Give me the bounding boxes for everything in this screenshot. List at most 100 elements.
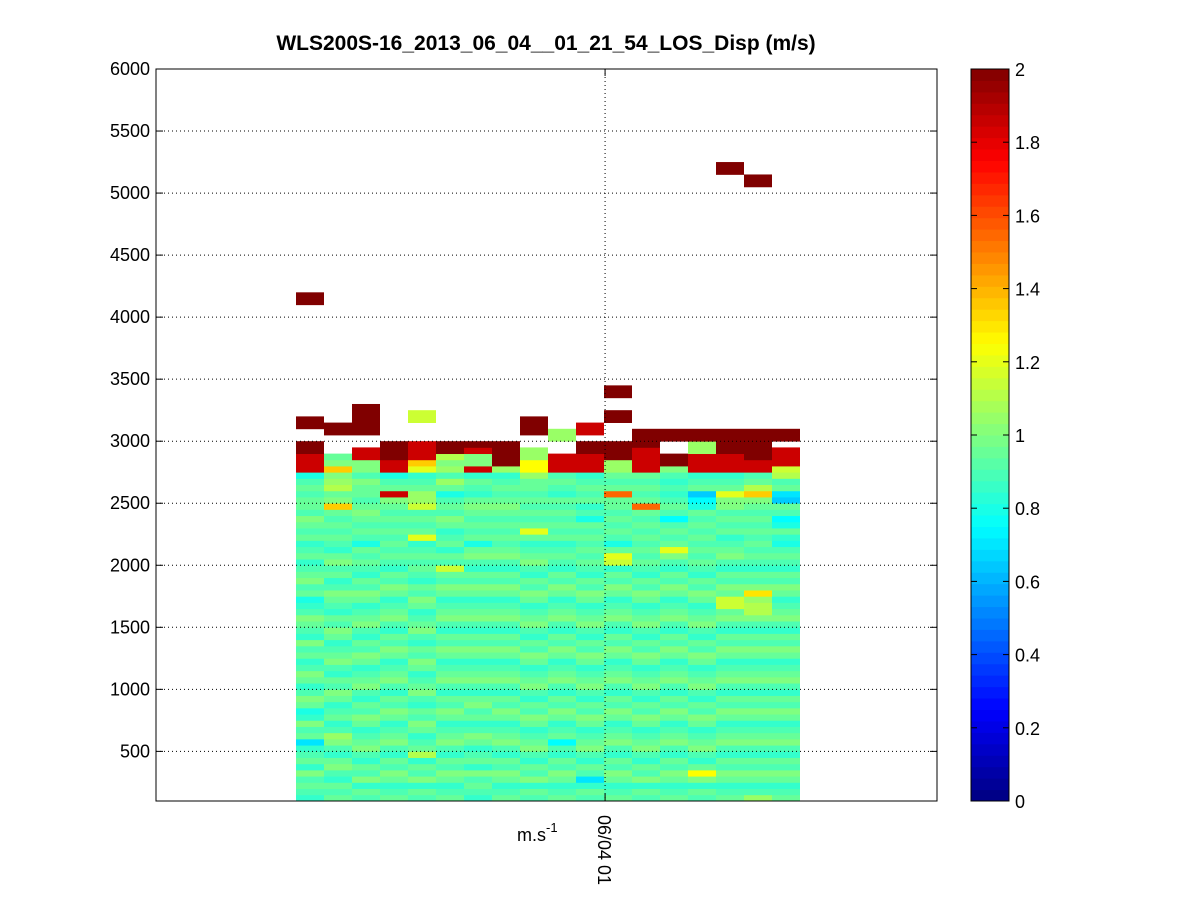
heatmap-cell bbox=[660, 484, 688, 492]
heatmap-cell bbox=[604, 720, 632, 727]
y-tick-label: 4500 bbox=[110, 245, 150, 265]
heatmap-cell bbox=[436, 453, 464, 461]
heatmap-cell bbox=[464, 794, 492, 802]
heatmap-cell bbox=[604, 596, 632, 603]
heatmap-cell bbox=[716, 769, 744, 777]
heatmap-cell bbox=[548, 714, 576, 721]
heatmap-cell bbox=[744, 540, 772, 548]
heatmap-cell bbox=[492, 670, 520, 678]
heatmap-cell bbox=[492, 565, 520, 572]
heatmap-cell bbox=[352, 490, 380, 498]
heatmap-cell bbox=[408, 540, 436, 548]
heatmap-cell bbox=[632, 701, 660, 709]
heatmap-cell bbox=[744, 583, 772, 591]
heatmap-cell bbox=[576, 540, 604, 548]
heatmap-cell bbox=[744, 645, 772, 653]
heatmap-cell bbox=[464, 590, 492, 597]
heatmap-cell bbox=[604, 714, 632, 721]
heatmap-cell bbox=[464, 559, 492, 566]
heatmap-cell bbox=[464, 614, 492, 622]
heatmap-cell bbox=[772, 645, 800, 653]
heatmap-cell bbox=[436, 614, 464, 622]
heatmap-cell bbox=[744, 707, 772, 715]
heatmap-cell bbox=[436, 627, 464, 634]
heatmap-cell bbox=[744, 552, 772, 560]
heatmap-cell bbox=[604, 726, 632, 734]
heatmap-cell bbox=[352, 447, 380, 455]
heatmap-cell bbox=[632, 590, 660, 597]
heatmap-cell bbox=[660, 466, 688, 473]
heatmap-cell bbox=[576, 763, 604, 771]
heatmap-cell bbox=[688, 596, 716, 603]
heatmap-cell bbox=[716, 503, 744, 510]
heatmap-cell bbox=[296, 639, 324, 647]
heatmap-cell bbox=[632, 466, 660, 473]
heatmap-cell bbox=[632, 459, 660, 467]
heatmap-cell bbox=[744, 435, 772, 442]
heatmap-cell bbox=[296, 769, 324, 777]
heatmap-cell bbox=[324, 472, 352, 479]
colorbar-tick-label: 1.6 bbox=[1015, 206, 1040, 226]
heatmap-cell bbox=[744, 180, 772, 188]
heatmap-cell bbox=[604, 515, 632, 523]
heatmap-cell bbox=[716, 633, 744, 641]
heatmap-cell bbox=[744, 447, 772, 455]
heatmap-cell bbox=[632, 658, 660, 665]
heatmap-cell bbox=[296, 497, 324, 504]
heatmap-cell bbox=[352, 577, 380, 585]
heatmap-cell bbox=[520, 788, 548, 796]
colorbar-band bbox=[971, 686, 1009, 699]
heatmap-cell bbox=[604, 776, 632, 783]
colorbar-band bbox=[971, 789, 1009, 802]
heatmap-cell bbox=[744, 738, 772, 746]
y-tick-label: 1000 bbox=[110, 679, 150, 699]
heatmap-cell bbox=[772, 782, 800, 789]
colorbar-band bbox=[971, 69, 1009, 81]
heatmap-cell bbox=[296, 707, 324, 715]
heatmap-cell bbox=[716, 676, 744, 684]
heatmap-cell bbox=[408, 441, 436, 448]
heatmap-cell bbox=[380, 633, 408, 641]
heatmap-cell bbox=[380, 590, 408, 597]
heatmap-cell bbox=[352, 428, 380, 436]
heatmap-cell bbox=[408, 683, 436, 690]
colorbar-tick-label: 0.6 bbox=[1015, 572, 1040, 592]
heatmap-cell bbox=[772, 602, 800, 610]
heatmap-cell bbox=[352, 583, 380, 591]
heatmap-cell bbox=[408, 664, 436, 672]
heatmap-cell bbox=[380, 478, 408, 486]
heatmap-cell bbox=[576, 528, 604, 535]
heatmap-cell bbox=[324, 466, 352, 473]
heatmap-cell bbox=[492, 627, 520, 634]
heatmap-cell bbox=[548, 509, 576, 517]
heatmap-cell bbox=[660, 565, 688, 572]
heatmap-cell bbox=[772, 590, 800, 597]
heatmap-cell bbox=[296, 534, 324, 541]
heatmap-cell bbox=[576, 782, 604, 789]
heatmap-cell bbox=[660, 782, 688, 789]
heatmap-cell bbox=[688, 621, 716, 628]
heatmap-cell bbox=[688, 745, 716, 752]
heatmap-cell bbox=[492, 695, 520, 703]
colorbar-band bbox=[971, 583, 1009, 596]
heatmap-cell bbox=[408, 416, 436, 423]
heatmap-cell bbox=[772, 515, 800, 523]
heatmap-cell bbox=[436, 782, 464, 789]
heatmap-cell bbox=[296, 645, 324, 653]
heatmap-cell bbox=[688, 546, 716, 554]
heatmap-cell bbox=[464, 490, 492, 498]
heatmap-cell bbox=[380, 608, 408, 616]
heatmap-cell bbox=[772, 757, 800, 765]
heatmap-cell bbox=[688, 577, 716, 585]
heatmap-cell bbox=[688, 726, 716, 734]
heatmap-cell bbox=[492, 447, 520, 455]
colorbar-tick-label: 1 bbox=[1015, 426, 1025, 446]
heatmap-cell bbox=[744, 602, 772, 610]
heatmap-cell bbox=[660, 472, 688, 479]
heatmap-cell bbox=[576, 614, 604, 622]
heatmap-cell bbox=[296, 298, 324, 306]
heatmap-cell bbox=[408, 645, 436, 653]
heatmap-cell bbox=[744, 490, 772, 498]
heatmap-cell bbox=[632, 769, 660, 777]
heatmap-cell bbox=[380, 509, 408, 517]
